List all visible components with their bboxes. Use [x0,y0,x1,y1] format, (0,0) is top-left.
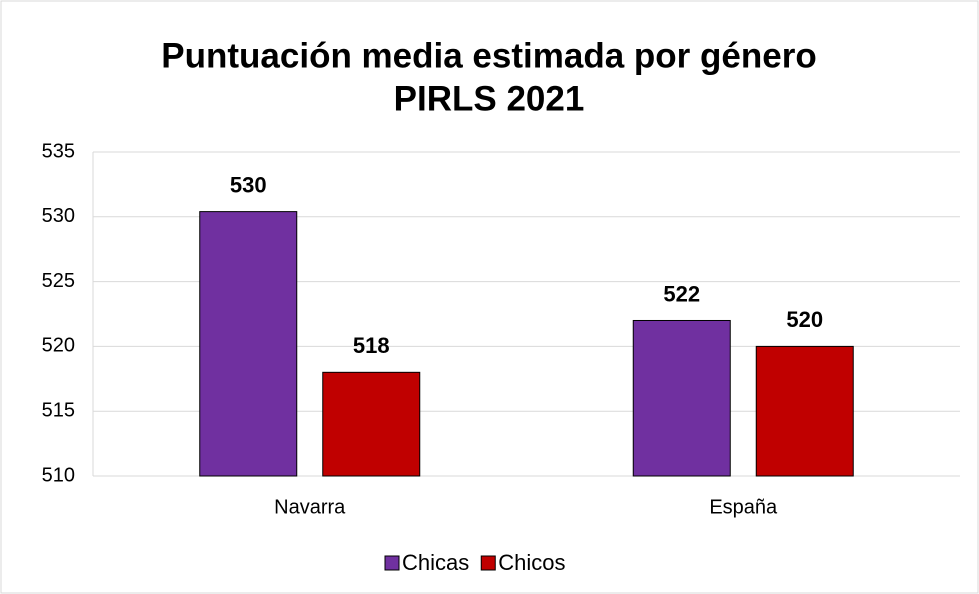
y-tick-label: 520 [42,335,75,357]
y-tick-label: 515 [42,399,75,421]
y-tick-label: 525 [42,270,75,292]
legend-swatch [480,555,496,571]
data-label: 530 [230,172,267,197]
chart-title: Puntuación media estimada por género [161,36,816,75]
legend-swatch [384,555,400,571]
y-tick-label: 530 [42,205,75,227]
bar [755,345,854,477]
bar [199,211,298,477]
data-label: 518 [353,333,390,358]
bar [632,319,731,477]
data-label: 520 [786,307,823,332]
y-tick-label: 535 [42,140,75,162]
legend-label: Chicas [402,550,469,575]
data-label: 522 [663,281,700,306]
y-tick-label: 510 [42,464,75,486]
chart-subtitle: PIRLS 2021 [394,79,585,118]
x-tick-label: Navarra [274,496,346,518]
bar [322,371,421,477]
x-tick-label: España [709,496,778,518]
legend-label: Chicos [498,550,565,575]
